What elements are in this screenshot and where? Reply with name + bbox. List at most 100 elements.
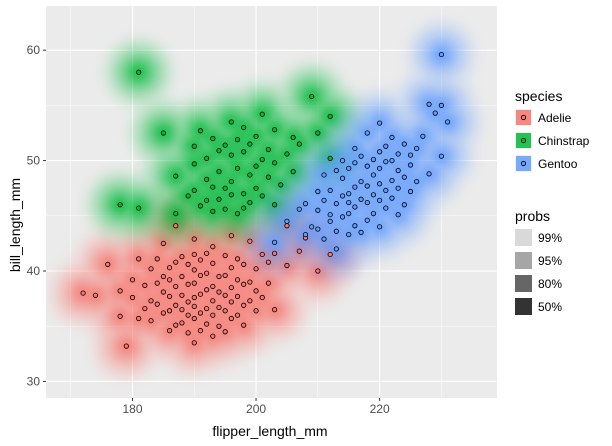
data-point-adelie: [265, 280, 272, 286]
data-point-chinstrap: [216, 148, 222, 154]
data-point-adelie: [228, 284, 234, 291]
data-point-adelie: [204, 250, 210, 256]
data-point-adelie: [228, 265, 234, 271]
data-point-gentoo: [358, 153, 364, 159]
data-point-gentoo: [296, 206, 302, 212]
probs-label: 95%: [538, 254, 562, 268]
data-point-adelie: [142, 282, 148, 288]
data-point-gentoo: [370, 192, 377, 198]
data-point-gentoo: [364, 163, 370, 169]
data-point-adelie: [148, 298, 154, 304]
data-point-adelie: [191, 236, 197, 242]
data-point-adelie: [160, 289, 166, 295]
data-point-adelie: [296, 248, 302, 254]
data-point-gentoo: [315, 207, 321, 213]
data-point-adelie: [222, 272, 228, 279]
data-point-chinstrap: [327, 155, 333, 161]
data-point-chinstrap: [247, 172, 253, 178]
data-point-adelie: [253, 308, 259, 314]
data-point-gentoo: [327, 212, 333, 218]
data-point-adelie: [173, 283, 179, 290]
data-point-adelie: [216, 273, 222, 280]
data-point-chinstrap: [241, 191, 247, 197]
data-point-adelie: [129, 294, 136, 301]
data-point-adelie: [222, 252, 228, 259]
data-point-adelie: [241, 281, 247, 287]
data-point-adelie: [210, 260, 216, 266]
x-tick-label: 180: [122, 402, 142, 416]
data-point-adelie: [160, 273, 166, 280]
y-tick-label: 40: [27, 264, 41, 278]
data-point-adelie: [247, 238, 253, 244]
data-point-adelie: [185, 299, 191, 305]
data-point-chinstrap: [247, 141, 253, 147]
data-point-adelie: [284, 223, 290, 229]
data-point-gentoo: [377, 165, 383, 171]
data-point-gentoo: [414, 145, 420, 152]
x-tick-label: 220: [370, 402, 390, 416]
data-point-chinstrap: [290, 169, 296, 175]
data-point-chinstrap: [173, 173, 179, 179]
data-point-gentoo: [364, 199, 370, 206]
data-point-adelie: [160, 310, 166, 316]
data-point-gentoo: [438, 153, 444, 159]
data-point-adelie: [179, 320, 185, 326]
data-point-adelie: [105, 261, 111, 267]
data-point-gentoo: [346, 210, 352, 217]
data-point-adelie: [247, 279, 253, 285]
data-point-gentoo: [426, 171, 432, 177]
data-point-gentoo: [383, 143, 389, 149]
data-point-adelie: [210, 333, 216, 339]
data-point-gentoo: [370, 210, 377, 217]
data-point-chinstrap: [117, 202, 123, 208]
data-point-gentoo: [420, 133, 426, 139]
data-point-adelie: [197, 257, 204, 263]
legend-point: [520, 114, 527, 121]
data-point-gentoo: [352, 184, 358, 190]
data-point-gentoo: [395, 212, 401, 218]
data-point-adelie: [179, 292, 185, 298]
data-point-adelie: [160, 240, 166, 247]
data-point-gentoo: [352, 204, 358, 210]
data-point-gentoo: [389, 157, 395, 164]
data-point-adelie: [173, 322, 179, 328]
data-point-adelie: [247, 298, 253, 304]
data-point-chinstrap: [210, 184, 216, 190]
data-point-chinstrap: [309, 93, 315, 100]
data-point-gentoo: [370, 172, 377, 178]
species-legend-title: species: [515, 88, 562, 104]
data-point-gentoo: [321, 197, 327, 203]
data-point-gentoo: [395, 167, 401, 174]
data-point-gentoo: [333, 246, 339, 252]
data-point-chinstrap: [197, 128, 204, 134]
data-point-chinstrap: [259, 156, 265, 163]
data-point-gentoo: [321, 236, 327, 242]
data-point-adelie: [129, 277, 136, 283]
data-point-adelie: [191, 267, 197, 273]
data-point-chinstrap: [204, 155, 210, 161]
data-point-adelie: [241, 302, 247, 308]
y-tick-label: 50: [27, 154, 41, 168]
data-point-chinstrap: [191, 161, 197, 167]
data-point-gentoo: [432, 110, 438, 116]
data-point-adelie: [259, 294, 265, 301]
data-point-adelie: [271, 307, 278, 313]
data-point-chinstrap: [241, 205, 247, 211]
data-point-gentoo: [333, 167, 339, 174]
data-point-adelie: [191, 340, 197, 346]
data-point-gentoo: [339, 175, 346, 181]
data-point-adelie: [191, 315, 197, 322]
data-point-adelie: [117, 313, 123, 319]
data-point-chinstrap: [191, 187, 197, 194]
data-point-chinstrap: [247, 199, 253, 206]
data-point-gentoo: [426, 101, 432, 107]
data-point-chinstrap: [197, 203, 204, 209]
probs-label: 99%: [538, 231, 562, 245]
data-point-adelie: [234, 256, 241, 262]
data-point-adelie: [327, 251, 333, 258]
data-point-gentoo: [321, 172, 327, 178]
data-point-chinstrap: [241, 149, 247, 155]
data-point-adelie: [123, 343, 129, 349]
data-point-adelie: [222, 292, 228, 298]
data-point-adelie: [228, 315, 234, 322]
